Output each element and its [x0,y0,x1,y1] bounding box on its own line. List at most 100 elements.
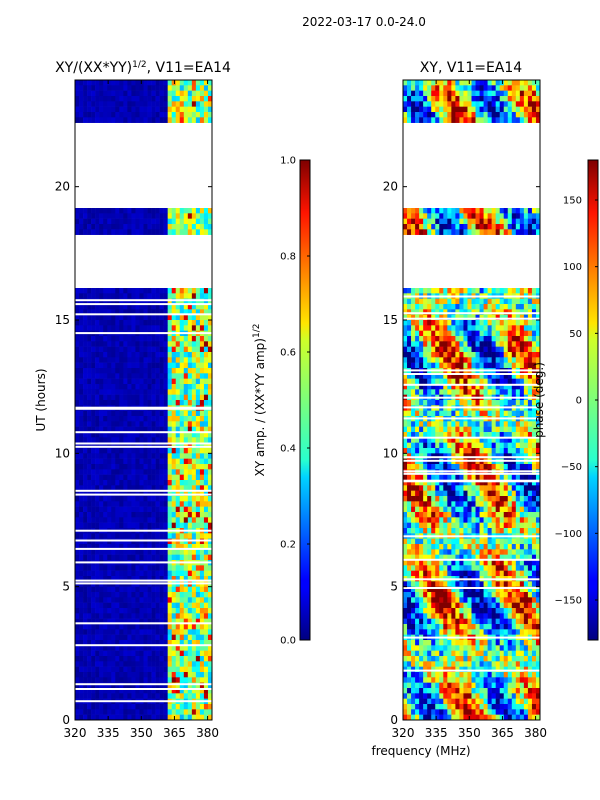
heatmap-cell [419,389,424,395]
heatmap-cell [463,106,468,113]
heatmap-cell [91,416,96,422]
heatmap-cell [415,229,420,235]
heatmap-cell [131,485,136,491]
heatmap-cell [183,346,189,353]
heatmap-cell [199,96,205,102]
heatmap-cell [183,661,189,667]
heatmap-cell [403,421,408,427]
heatmap-cell [439,426,444,433]
heatmap-cell [143,410,148,417]
heatmap-cell [483,298,488,305]
heatmap-cell [131,442,136,449]
heatmap-cell [139,650,144,657]
heatmap-cell [495,421,501,427]
heatmap-cell [119,336,124,342]
heatmap-cell [535,442,540,449]
heatmap-cell [167,597,173,603]
heatmap-cell [119,432,124,438]
heatmap-cell [195,304,201,310]
heatmap-cell [147,496,152,502]
heatmap-cell [403,362,408,369]
heatmap-cell [91,597,96,603]
heatmap-cell [479,373,484,379]
heatmap-cell [195,213,201,219]
heatmap-cell [511,437,517,443]
heatmap-cell [143,362,148,369]
heatmap-cell [195,85,201,91]
heatmap-cell [147,426,152,433]
heatmap-cell [143,613,148,619]
heatmap-cell [147,432,152,438]
heatmap-cell [403,357,408,363]
heatmap-cell [487,314,492,321]
heatmap-cell [75,309,80,315]
heatmap-cell [207,634,212,641]
heatmap-cell [491,357,496,363]
heatmap-cell [79,496,84,502]
heatmap-cell [507,96,513,102]
heatmap-cell [83,208,88,214]
heatmap-cell [115,485,120,491]
heatmap-cell [491,352,496,358]
heatmap-cell [163,224,168,230]
heatmap-cell [407,432,412,438]
heatmap-cell [179,373,185,379]
heatmap-cell [119,453,124,459]
heatmap-cell [159,357,164,363]
heatmap-cell [199,80,205,86]
heatmap-cell [443,96,448,102]
heatmap-cell [187,400,193,406]
heatmap-cell [87,325,92,331]
heatmap-cell [167,533,173,539]
heatmap-cell [139,469,144,475]
heatmap-cell [163,208,168,214]
heatmap-cell [143,634,148,641]
heatmap-cell [207,298,212,305]
heatmap-cell [127,400,132,406]
heatmap-cell [79,213,84,219]
heatmap-cell [463,464,468,470]
heatmap-cell [207,490,212,497]
heatmap-cell [111,608,116,614]
heatmap-cell [159,640,164,646]
heatmap-cell [187,448,193,454]
heatmap-cell [83,106,88,113]
heatmap-cell [187,325,193,331]
y-tick-label: 15 [55,313,70,327]
heatmap-cell [151,672,156,678]
heatmap-cell [91,218,96,225]
heatmap-cell [207,570,212,577]
heatmap-cell [159,469,164,475]
heatmap-cell [483,426,488,433]
heatmap-cell [139,448,144,454]
heatmap-cell [155,416,160,422]
heatmap-cell [115,629,120,635]
heatmap-cell [199,554,205,561]
heatmap-cell [459,85,464,91]
heatmap-cell [99,389,104,395]
heatmap-cell [431,304,436,310]
heatmap-cell [163,629,168,635]
heatmap-cell [115,602,120,609]
heatmap-cell [135,218,140,225]
heatmap-cell [459,373,464,379]
heatmap-cell [111,533,116,539]
heatmap-cell [139,336,144,342]
flag-line [75,431,212,434]
heatmap-cell [455,106,460,113]
heatmap-cell [439,229,444,235]
heatmap-cell [87,597,92,603]
heatmap-cell [123,480,128,486]
heatmap-cell [491,426,496,433]
heatmap-cell [447,288,452,294]
heatmap-cell [91,362,96,369]
heatmap-cell [507,421,513,427]
heatmap-cell [95,666,100,673]
heatmap-cell [475,336,480,342]
heatmap-cell [87,666,92,673]
heatmap-cell [115,400,120,406]
heatmap-cell [467,101,472,107]
heatmap-cell [179,544,185,550]
heatmap-cell [111,432,116,438]
heatmap-cell [115,410,120,417]
